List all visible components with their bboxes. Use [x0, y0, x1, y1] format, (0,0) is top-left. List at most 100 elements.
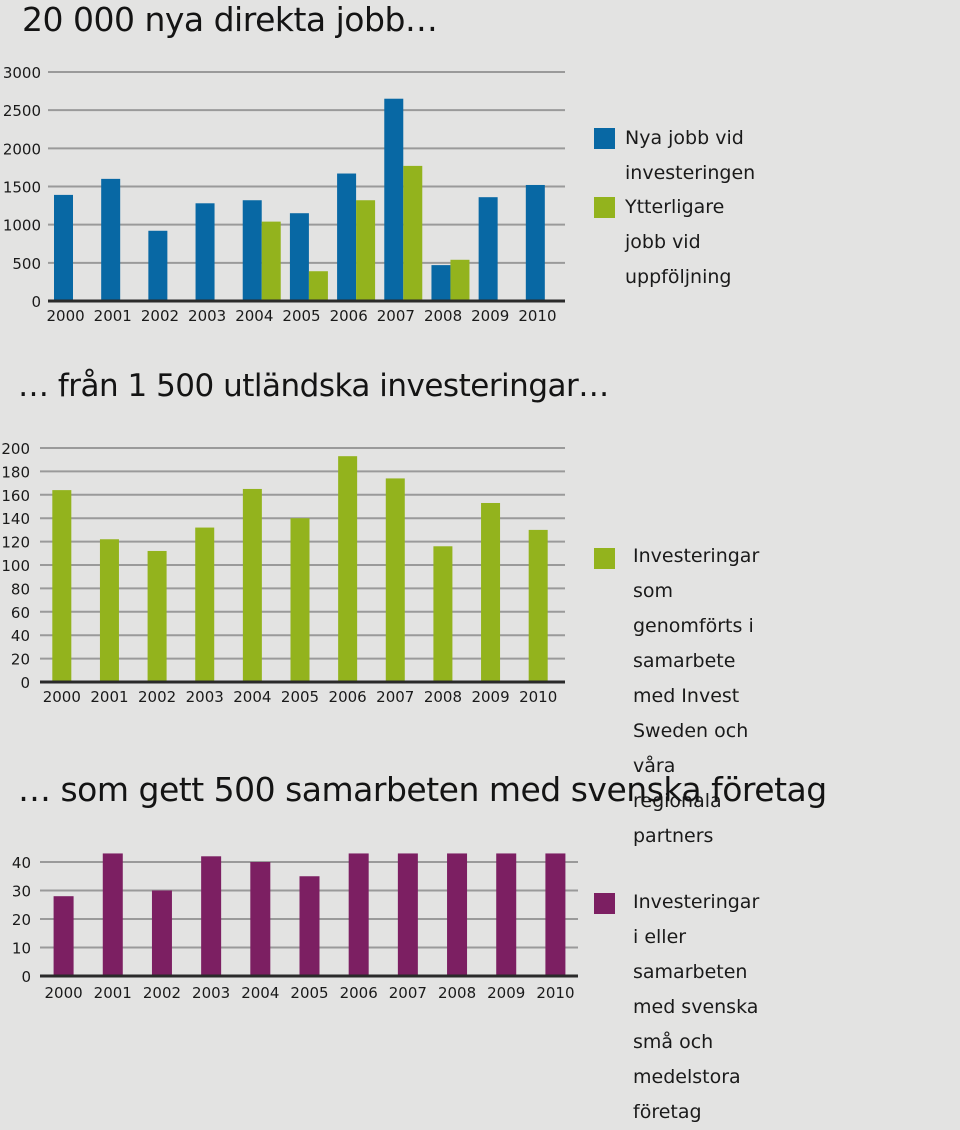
bar-2006-series-1: [337, 173, 357, 301]
x-tick-label: 2001: [90, 688, 128, 706]
x-tick-label: 2002: [138, 688, 176, 706]
bar-2006-series-1: [348, 853, 369, 976]
bar-2002-series-1: [148, 230, 168, 301]
legend-swatch-green: [594, 548, 615, 569]
x-tick-label: 2005: [282, 307, 320, 325]
legend-swatch-green: [594, 197, 615, 218]
x-tick-label: 2010: [518, 307, 556, 325]
bar-2007-series-2: [403, 165, 423, 301]
bar-2001-series-1: [102, 853, 123, 976]
x-tick-label: 2003: [192, 984, 230, 1002]
x-tick-label: 2003: [186, 688, 224, 706]
bar-2000-series-1: [52, 490, 72, 682]
bar-2008-series-2: [450, 259, 470, 301]
chart-2-title: … från 1 500 utländska investeringar…: [18, 368, 609, 404]
chart-collaborations: 0 10 20 30 40 2000 2001 2002 2003 2004 2005 2006 200…: [12, 853, 578, 1002]
y-tick-label: 0: [21, 968, 31, 986]
x-tick-label: 2007: [389, 984, 427, 1002]
x-tick-label: 2005: [290, 984, 328, 1002]
bar-2008-series-1: [447, 853, 468, 976]
bar-2007-series-1: [384, 98, 404, 301]
x-tick-label: 2008: [438, 984, 476, 1002]
bar-2000-series-1: [54, 194, 73, 301]
legend-label-collaborations: Investeringar i eller samarbeten med sve…: [633, 891, 760, 1123]
bar-2005-series-1: [289, 213, 309, 301]
y-tick-label: 1500: [3, 179, 41, 197]
legend-label-investments: Investeringar som genomförts i samarbete…: [633, 545, 760, 847]
bar-2010-series-1: [525, 184, 545, 301]
y-tick-label: 40: [12, 854, 31, 872]
bar-2003-series-1: [201, 856, 222, 976]
y-tick-label: 1000: [3, 217, 41, 235]
x-tick-label: 2005: [281, 688, 319, 706]
y-tick-label: 200: [1, 440, 30, 458]
bar-2002-series-1: [147, 550, 167, 682]
x-tick-label: 2007: [376, 688, 414, 706]
y-tick-label: 40: [11, 627, 30, 645]
chart-investments: 0 20 40 60 80 100 120 140 160 180 200 2000 2001 2002 2…: [1, 440, 565, 706]
y-tick-label: 3000: [3, 64, 41, 82]
bar-2001-series-1: [99, 539, 119, 682]
y-tick-label: 2500: [3, 102, 41, 120]
x-tick-label: 2009: [487, 984, 525, 1002]
bar-2006-series-1: [338, 456, 358, 682]
bar-2009-series-1: [481, 502, 501, 682]
x-tick-label: 2001: [94, 307, 132, 325]
bar-2008-series-1: [433, 546, 453, 682]
bar-2006-series-2: [356, 200, 376, 301]
bar-2004-series-2: [261, 221, 281, 301]
bar-2009-series-1: [496, 853, 517, 976]
y-tick-label: 20: [11, 651, 30, 669]
y-tick-label: 30: [12, 883, 31, 901]
x-tick-label: 2002: [141, 307, 179, 325]
bar-2009-series-1: [478, 197, 498, 301]
bar-2010-series-1: [545, 853, 566, 976]
y-tick-label: 140: [1, 510, 30, 528]
x-tick-label: 2007: [377, 307, 415, 325]
y-tick-label: 500: [12, 255, 41, 273]
bar-2005-series-2: [308, 271, 328, 301]
x-tick-label: 2008: [424, 307, 462, 325]
y-tick-label: 2000: [3, 140, 41, 158]
y-tick-label: 80: [11, 580, 30, 598]
bar-2010-series-1: [528, 529, 548, 682]
x-tick-label: 2001: [94, 984, 132, 1002]
x-tick-label: 2008: [424, 688, 462, 706]
y-tick-label: 120: [1, 534, 30, 552]
bar-2003-series-1: [195, 203, 215, 301]
bar-2001-series-1: [101, 178, 121, 301]
x-tick-label: 2009: [471, 688, 509, 706]
y-tick-label: 160: [1, 487, 30, 505]
chart-jobs: 0 500 1000 1500 2000 2500 3000 2000 2001 2002 2003…: [3, 64, 565, 325]
x-tick-label: 2004: [235, 307, 273, 325]
x-tick-label: 2000: [46, 307, 84, 325]
y-tick-label: 0: [20, 674, 30, 692]
x-tick-label: 2002: [143, 984, 181, 1002]
bar-2007-series-1: [385, 478, 405, 682]
x-tick-label: 2004: [233, 688, 271, 706]
x-tick-label: 2000: [44, 984, 82, 1002]
legend-label-new-jobs: Nya jobb vid investeringen: [625, 127, 756, 184]
legend-swatch-purple: [594, 893, 615, 914]
legend-swatch-blue: [594, 128, 615, 149]
x-tick-label: 2006: [330, 307, 368, 325]
x-tick-label: 2009: [471, 307, 509, 325]
bar-2005-series-1: [299, 876, 320, 976]
bar-2004-series-1: [242, 488, 262, 682]
x-tick-label: 2000: [43, 688, 81, 706]
y-tick-label: 100: [1, 557, 30, 575]
x-tick-label: 2010: [519, 688, 557, 706]
chart-1-title: 20 000 nya direkta jobb…: [22, 0, 438, 39]
x-tick-label: 2003: [188, 307, 226, 325]
y-tick-label: 10: [12, 940, 31, 958]
bar-2005-series-1: [290, 518, 310, 682]
bar-2008-series-1: [431, 265, 451, 301]
bar-2007-series-1: [397, 853, 418, 976]
bar-2002-series-1: [151, 890, 172, 976]
y-tick-label: 180: [1, 463, 30, 481]
y-tick-label: 60: [11, 604, 30, 622]
bar-2003-series-1: [195, 527, 215, 682]
y-tick-label: 20: [12, 911, 31, 929]
x-tick-label: 2006: [340, 984, 378, 1002]
x-tick-label: 2004: [241, 984, 279, 1002]
